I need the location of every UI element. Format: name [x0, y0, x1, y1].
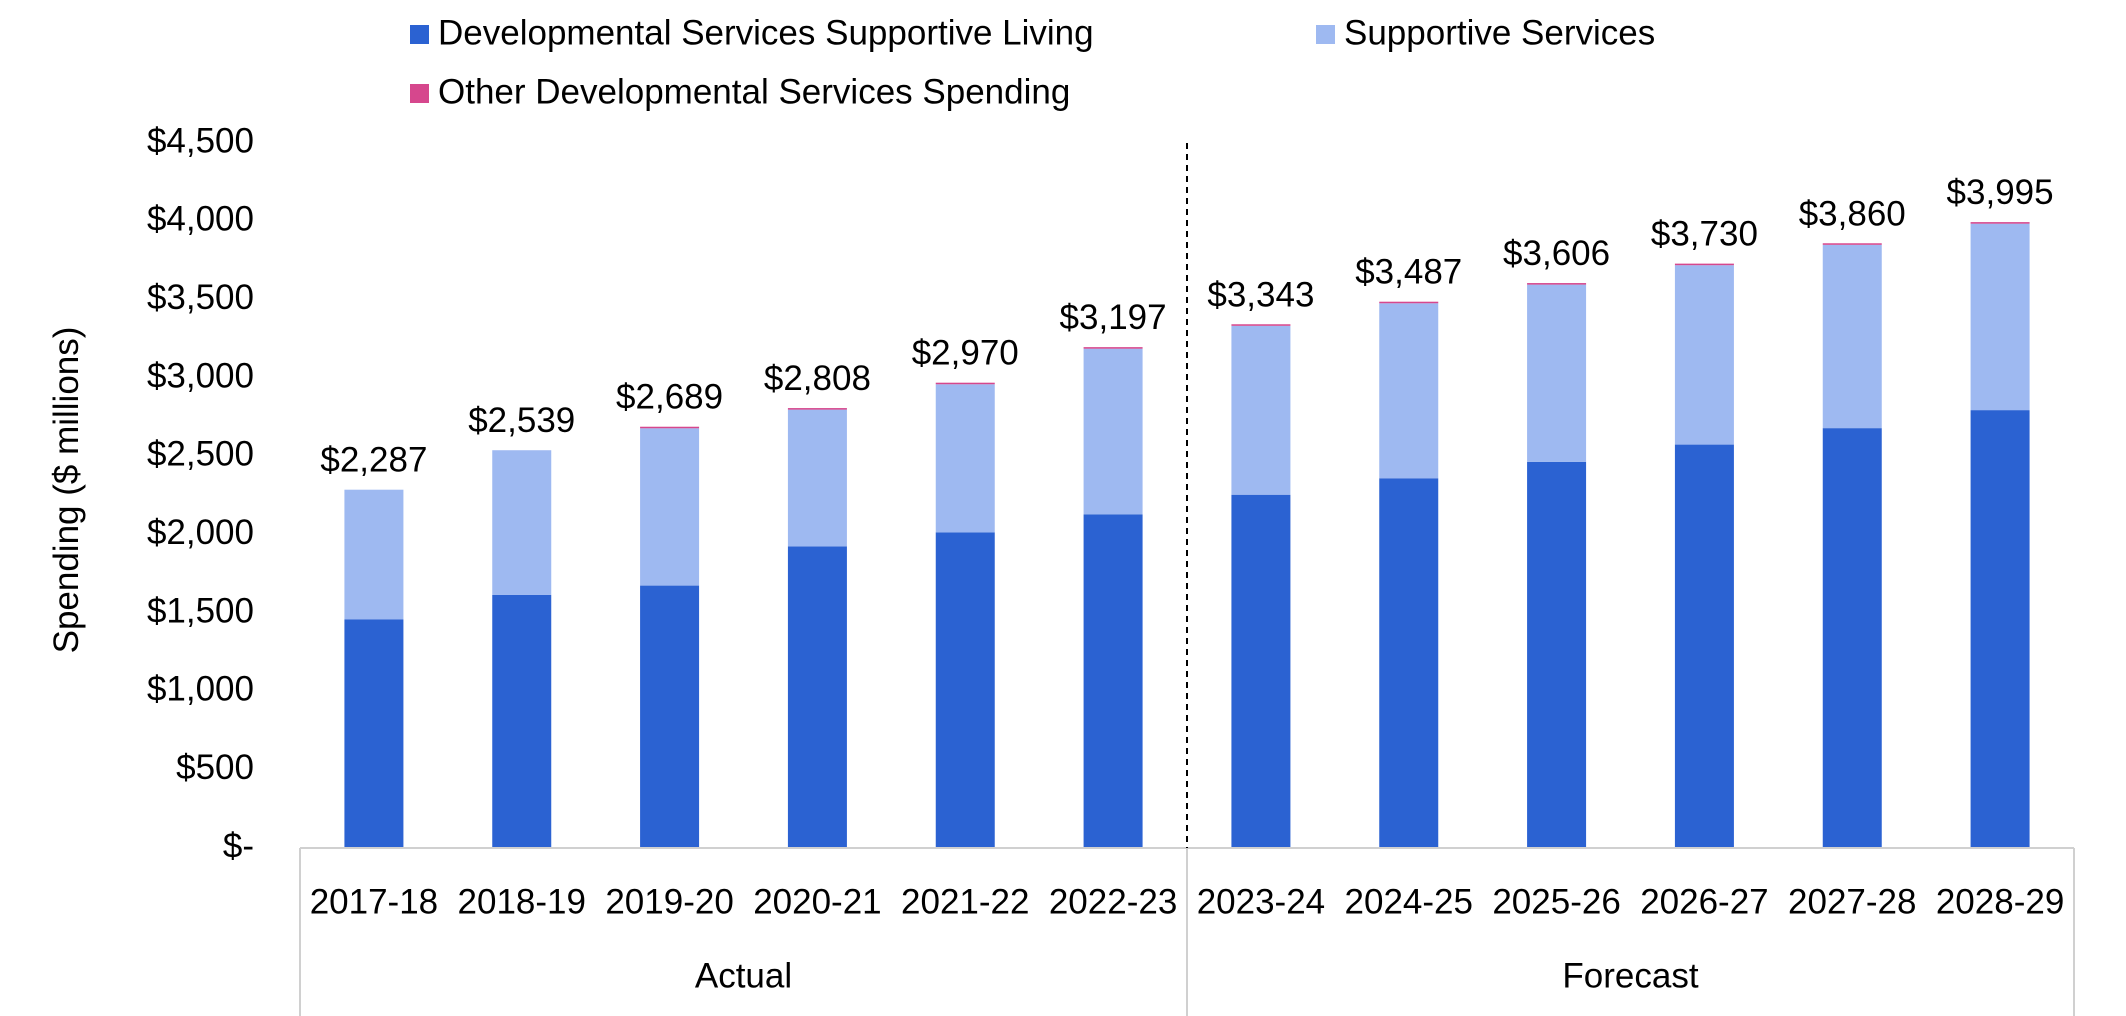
bar-segment	[1379, 478, 1439, 848]
bar-stack	[1083, 347, 1143, 848]
bar-segment	[1970, 410, 2030, 848]
group-label: Actual	[695, 956, 792, 995]
legend-label: Supportive Services	[1344, 13, 1655, 52]
bar-stack	[1527, 283, 1587, 848]
bar-segment	[1674, 263, 1734, 266]
y-tick-label: $2,500	[147, 435, 254, 474]
total-label: $2,808	[764, 359, 871, 398]
bar-segment	[1379, 301, 1439, 304]
bar-segment	[344, 619, 404, 848]
legend-swatch	[1316, 25, 1335, 44]
total-label: $3,860	[1799, 194, 1906, 233]
total-label: $2,970	[912, 334, 1019, 373]
y-axis-label: Spending ($ millions)	[47, 327, 86, 654]
bar-segment	[787, 408, 847, 410]
bar-segment	[935, 382, 995, 385]
bar-segment	[1231, 325, 1291, 495]
bar-segment	[1083, 347, 1143, 349]
bar-segment	[787, 409, 847, 547]
x-tick-label: 2025-26	[1492, 882, 1620, 921]
bar-stack	[1822, 243, 1882, 848]
bar-segment	[492, 594, 552, 848]
bar-segment	[1822, 244, 1882, 429]
y-tick-label: $2,000	[147, 513, 254, 552]
x-tick-label: 2023-24	[1197, 882, 1325, 921]
bar-segment	[492, 450, 552, 595]
bar-stack	[344, 489, 404, 848]
bar-stack	[1970, 222, 2030, 848]
bar-segment	[1674, 265, 1734, 445]
y-tick-label: $500	[176, 748, 254, 787]
legend-swatch	[410, 84, 429, 103]
total-label: $3,606	[1503, 234, 1610, 273]
y-tick-label: $4,000	[147, 200, 254, 239]
total-label: $2,689	[616, 378, 723, 417]
bar-segment	[640, 426, 700, 429]
legend-item: Supportive Services	[1316, 13, 1655, 52]
legend-swatch	[410, 25, 429, 44]
x-tick-label: 2021-22	[901, 882, 1029, 921]
total-label: $3,197	[1060, 298, 1167, 337]
x-tick-label: 2017-18	[310, 882, 438, 921]
y-tick-label: $4,500	[147, 121, 254, 160]
total-label: $2,539	[468, 401, 575, 440]
bar-segment	[1527, 284, 1587, 462]
x-tick-label: 2028-29	[1936, 882, 2064, 921]
x-tick-label: 2027-28	[1788, 882, 1916, 921]
bar-segment	[640, 585, 700, 848]
bar-segment	[1231, 494, 1291, 848]
x-tick-label: 2020-21	[753, 882, 881, 921]
y-tick-label: $3,500	[147, 278, 254, 317]
legend: Developmental Services Supportive Living…	[410, 13, 1655, 111]
bar-segment	[1379, 303, 1439, 479]
y-tick-label: $1,500	[147, 591, 254, 630]
total-labels: $2,287 $2,539 $2,689 $2,808 $2,970 $3,197 $3,3…	[320, 173, 2053, 480]
bar-segment	[1970, 222, 2030, 224]
bar-segment	[935, 532, 995, 848]
y-tick-label: $3,000	[147, 356, 254, 395]
bar-stack	[787, 408, 847, 848]
bar-segment	[1527, 283, 1587, 285]
bar-stack	[492, 450, 552, 848]
legend-label: Other Developmental Services Spending	[438, 72, 1070, 111]
legend-item: Developmental Services Supportive Living	[410, 13, 1094, 52]
group-label: Forecast	[1562, 956, 1698, 995]
legend-item: Other Developmental Services Spending	[410, 72, 1070, 111]
total-label: $2,287	[320, 441, 427, 480]
bar-segment	[1231, 324, 1291, 326]
bar-stack	[1674, 263, 1734, 848]
total-label: $3,487	[1355, 253, 1462, 292]
x-tick-label: 2024-25	[1345, 882, 1473, 921]
bar-segment	[1083, 514, 1143, 848]
total-label: $3,730	[1651, 215, 1758, 254]
bar-stack	[640, 426, 700, 848]
total-label: $3,995	[1947, 173, 2054, 212]
bar-segment	[935, 384, 995, 533]
y-axis: $- $500 $1,000 $1,500 $2,000 $2,500 $3,000 $3,5…	[147, 121, 254, 865]
bar-stack	[935, 382, 995, 848]
bars	[344, 222, 2030, 848]
bar-segment	[344, 489, 404, 620]
bar-stack	[1379, 301, 1439, 848]
bar-segment	[1970, 223, 2030, 411]
bar-stack	[1231, 324, 1291, 848]
bar-segment	[1822, 428, 1882, 848]
y-tick-label: $1,000	[147, 670, 254, 709]
x-tick-label: 2018-19	[458, 882, 586, 921]
x-axis: 2017-18 2018-19 2019-20 2020-21 2021-22 2022-…	[299, 143, 2075, 1016]
bar-segment	[640, 428, 700, 586]
bar-segment	[1822, 243, 1882, 245]
total-label: $3,343	[1207, 275, 1314, 314]
x-tick-label: 2019-20	[605, 882, 733, 921]
x-tick-label: 2022-23	[1049, 882, 1177, 921]
bar-segment	[787, 546, 847, 848]
bar-segment	[1083, 348, 1143, 515]
bar-segment	[1674, 444, 1734, 848]
bar-segment	[1527, 461, 1587, 848]
x-tick-label: 2026-27	[1640, 882, 1768, 921]
y-tick-label: $-	[223, 826, 254, 865]
legend-label: Developmental Services Supportive Living	[438, 13, 1094, 52]
